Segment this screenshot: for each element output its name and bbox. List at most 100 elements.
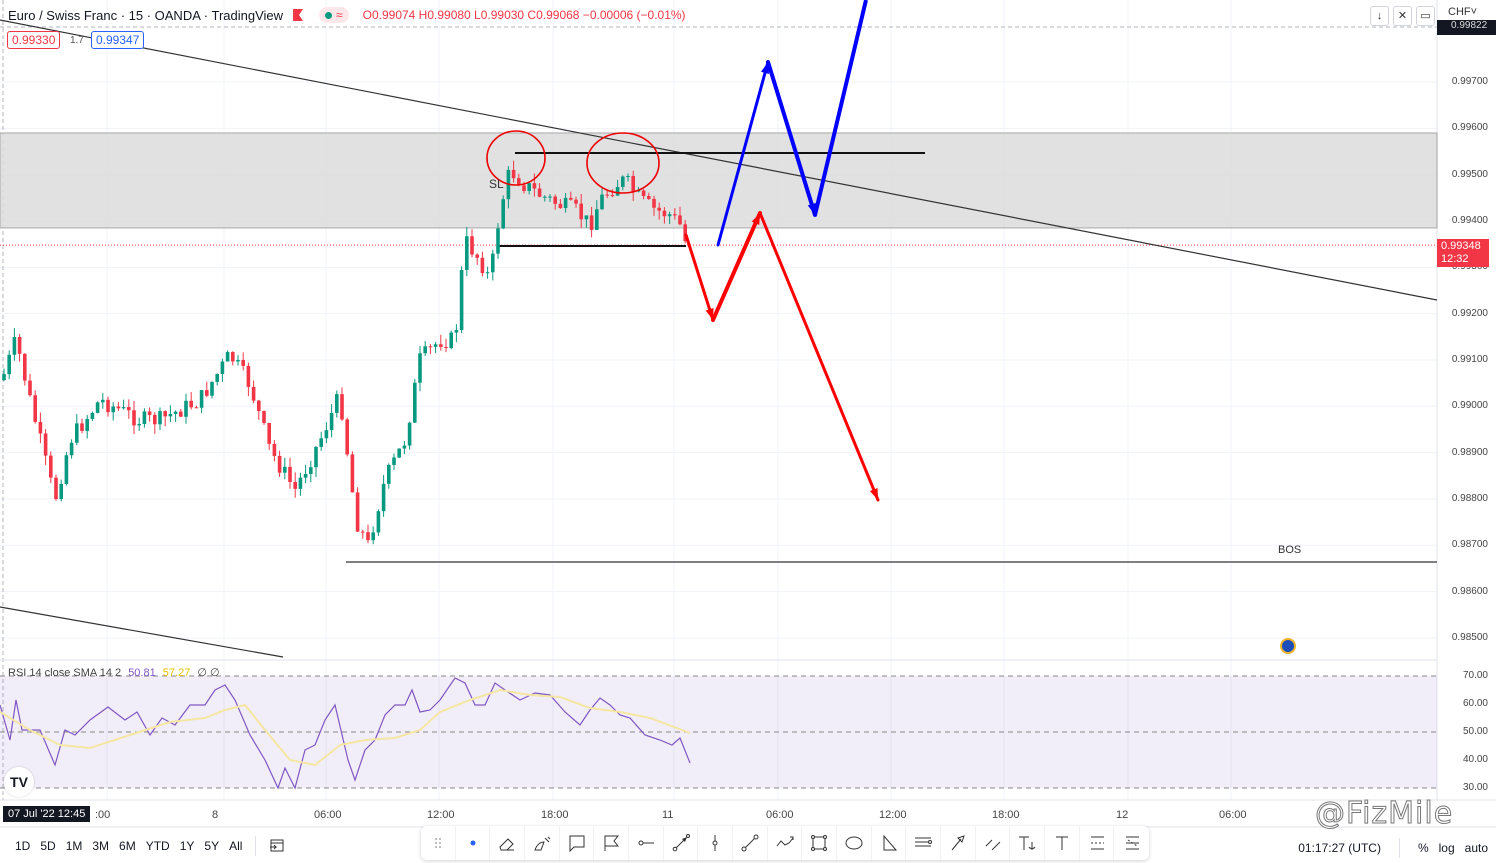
- goto-date-button[interactable]: [264, 837, 290, 856]
- anchored-text-tool[interactable]: [1010, 826, 1046, 860]
- range-1m[interactable]: 1M: [65, 839, 83, 853]
- rsi-sma-value: 57.27: [162, 667, 191, 679]
- trend-arrow-icon: [672, 834, 690, 852]
- rsi-level-label: 60.00: [1462, 698, 1488, 709]
- flag-icon: [604, 835, 620, 851]
- vertical-line-icon: [712, 835, 718, 851]
- disjoint-channel-tool[interactable]: [976, 826, 1011, 860]
- price-label: 0.99400: [1451, 214, 1488, 226]
- high-price-tag: 0.99822: [1437, 20, 1496, 35]
- market-open-icon: [325, 11, 333, 19]
- path-icon: [776, 836, 794, 847]
- currency-label: CHF: [1448, 6, 1471, 18]
- range-all[interactable]: All: [229, 839, 243, 853]
- eu-flag-icon[interactable]: [1280, 638, 1296, 654]
- range-3m[interactable]: 3M: [92, 839, 110, 853]
- rsi-level-label: 40.00: [1462, 754, 1488, 765]
- price-label: 0.98500: [1451, 631, 1488, 643]
- rectangle-icon: [811, 835, 828, 851]
- rsi-extra: ∅ ∅: [197, 667, 220, 679]
- trend-line-icon: [741, 834, 759, 852]
- path-tool[interactable]: [768, 826, 803, 860]
- price-label: 0.99600: [1451, 122, 1488, 134]
- range-1y[interactable]: 1Y: [179, 839, 195, 853]
- triangle-icon: [883, 834, 897, 851]
- drag-handle-icon: [434, 838, 441, 848]
- trend-arrow-tool[interactable]: [664, 826, 699, 860]
- bottom-right-controls: 01:17:27 (UTC) % log auto: [1298, 838, 1488, 858]
- ellipse-tool[interactable]: [837, 826, 872, 860]
- wave-icon: ≈: [336, 8, 343, 22]
- callout-tool[interactable]: [560, 826, 595, 860]
- rsi-level-label: 70.00: [1462, 670, 1488, 681]
- utc-clock[interactable]: 01:17:27 (UTC): [1298, 841, 1381, 855]
- range-5y[interactable]: 5Y: [204, 839, 220, 853]
- rectangle-tool[interactable]: [802, 826, 838, 860]
- divider: [255, 836, 257, 856]
- time-label: 18:00: [992, 809, 1020, 821]
- parallel-channel-tool[interactable]: [906, 826, 942, 860]
- vertical-line-tool[interactable]: [698, 826, 734, 860]
- text-tool[interactable]: [1045, 826, 1080, 860]
- market-status[interactable]: ≈: [319, 7, 349, 23]
- ohlc-values: O0.99074 H0.99080 L0.99030 C0.99068 −0.0…: [362, 8, 686, 22]
- ellipse-icon: [845, 836, 863, 850]
- sell-button[interactable]: 0.99330: [7, 31, 61, 49]
- parallel-channel-icon: [915, 837, 933, 847]
- bar-countdown: 12:32: [1441, 253, 1469, 265]
- fib-extension-tool[interactable]: [1114, 826, 1149, 860]
- trend-line-tool[interactable]: [733, 826, 768, 860]
- range-5d[interactable]: 5D: [40, 839, 56, 853]
- time-label: 06:00: [314, 809, 342, 821]
- price-label: 0.99700: [1451, 76, 1488, 87]
- calendar-icon: [270, 839, 284, 851]
- bos-label: BOS: [1278, 544, 1302, 556]
- triangle-tool[interactable]: [872, 826, 907, 860]
- time-label: 11: [662, 809, 674, 821]
- collapse-button[interactable]: ✕: [1393, 6, 1412, 26]
- horizontal-ray-tool[interactable]: [629, 826, 664, 860]
- spread-value: 1.7: [70, 35, 84, 46]
- range-1d[interactable]: 1D: [15, 839, 31, 853]
- time-label: 06:00: [1219, 809, 1247, 821]
- rsi-legend[interactable]: RSI 14 close SMA 14 2 50.81 57.27 ∅ ∅: [8, 666, 220, 679]
- eraser-icon: [499, 838, 515, 851]
- flag-tool[interactable]: [594, 826, 630, 860]
- time-label: 12:00: [879, 809, 907, 821]
- price-label: 0.98700: [1451, 539, 1488, 551]
- range-ytd[interactable]: YTD: [145, 839, 170, 853]
- horizontal-ray-icon: [638, 840, 654, 846]
- eraser-tool[interactable]: [490, 826, 526, 860]
- fib-retracement-icon: [1090, 836, 1104, 850]
- fib-retracement-tool[interactable]: [1080, 826, 1115, 860]
- buy-button[interactable]: 0.99347: [91, 31, 145, 49]
- callout-icon: [569, 835, 585, 853]
- tradingview-logo[interactable]: TV: [4, 767, 34, 797]
- rsi-level-label: 50.00: [1462, 726, 1488, 737]
- arrow-tool[interactable]: [941, 826, 976, 860]
- cursor-time-tag: 07 Jul '22 12:45: [3, 806, 91, 822]
- current-price-tag: 0.99348 12:32: [1437, 239, 1489, 267]
- percent-toggle[interactable]: %: [1417, 841, 1429, 855]
- flag-icon[interactable]: [293, 9, 304, 21]
- chart-legend: Euro / Swiss Franc · 15 · OANDA · Tradin…: [8, 7, 686, 23]
- price-label: 0.99500: [1451, 168, 1488, 180]
- dot-icon: [470, 840, 475, 846]
- price-label: 0.99100: [1451, 353, 1488, 365]
- time-label: 06:00: [766, 809, 794, 821]
- watermark: @FizMile: [1314, 796, 1454, 832]
- arrow-down-button[interactable]: ↓: [1370, 6, 1389, 26]
- range-6m[interactable]: 6M: [119, 839, 136, 853]
- maximize-button[interactable]: ▭: [1416, 6, 1435, 26]
- drag-handle-tool[interactable]: [421, 826, 456, 860]
- dot-tool[interactable]: [456, 826, 491, 860]
- auto-toggle[interactable]: auto: [1464, 841, 1488, 855]
- brush-tool[interactable]: [525, 826, 560, 860]
- brush-icon: [534, 836, 551, 851]
- currency-selector[interactable]: CHF˅: [1448, 6, 1478, 18]
- log-toggle[interactable]: log: [1438, 841, 1455, 855]
- arrow-icon: [951, 835, 965, 851]
- drawing-toolbar: [421, 826, 1149, 860]
- symbol-title[interactable]: Euro / Swiss Franc · 15 · OANDA · Tradin…: [8, 7, 284, 23]
